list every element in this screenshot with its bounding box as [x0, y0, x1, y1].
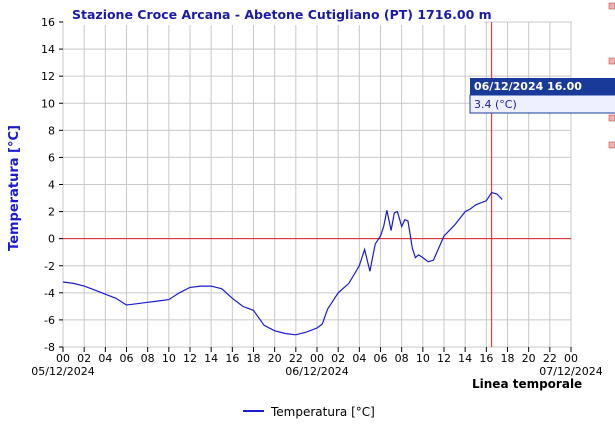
- x-axis-label: Linea temporale: [472, 377, 582, 391]
- x-tick-label: 12: [437, 352, 451, 365]
- x-tick-label: 14: [458, 352, 472, 365]
- tooltip-header: 06/12/2024 16.00: [474, 80, 582, 93]
- x-tick-label: 20: [268, 352, 282, 365]
- x-tick-label: 14: [204, 352, 218, 365]
- x-tick-label: 02: [77, 352, 91, 365]
- y-tick-label: 4: [48, 179, 55, 192]
- y-tick-label: -6: [44, 314, 55, 327]
- x-tick-label: 10: [416, 352, 430, 365]
- date-labels: 05/12/2024 06/12/2024 07/12/2024: [31, 365, 602, 378]
- y-tick-label: 8: [48, 124, 55, 137]
- x-axis-ticks: 00 02 04 06 08 10 12 14 16 18 20 22 00 02 04 06 08 10 12 14…: [56, 347, 578, 365]
- chart-title: Stazione Croce Arcana - Abetone Cutiglia…: [72, 7, 492, 22]
- x-tick-label: 10: [162, 352, 176, 365]
- x-tick-label: 02: [331, 352, 345, 365]
- date-label: 05/12/2024: [31, 365, 94, 378]
- tooltip: 06/12/2024 16.00 3.4 (°C): [469, 78, 615, 114]
- x-tick-label: 08: [395, 352, 409, 365]
- y-tick-label: -4: [44, 287, 55, 300]
- y-tick-label: -8: [44, 341, 55, 354]
- x-tick-label: 16: [479, 352, 493, 365]
- right-edge-markers: [608, 2, 615, 149]
- y-tick-label: -2: [44, 260, 55, 273]
- series-line-temperatura: [62, 191, 503, 336]
- x-tick-label: 22: [543, 352, 557, 365]
- y-tick-label: 14: [41, 43, 55, 56]
- x-tick-label: 04: [352, 352, 366, 365]
- y-tick-label: 12: [41, 70, 55, 83]
- tooltip-value: 3.4 (°C): [474, 98, 517, 111]
- x-tick-label: 08: [141, 352, 155, 365]
- y-tick-label: 0: [48, 233, 55, 246]
- y-axis-ticks: -8 -6 -4 -2 0 2 4 6 8 10 12 14 16: [41, 16, 63, 354]
- y-tick-label: 16: [41, 16, 55, 29]
- title-box: [64, 4, 484, 25]
- y-tick-label: 10: [41, 97, 55, 110]
- x-tick-label: 04: [98, 352, 112, 365]
- x-tick-label: 18: [247, 352, 261, 365]
- x-tick-label: 00: [310, 352, 324, 365]
- x-tick-label: 16: [225, 352, 239, 365]
- legend-label: Temperatura [°C]: [270, 405, 375, 419]
- x-tick-label: 06: [120, 352, 134, 365]
- x-tick-label: 22: [289, 352, 303, 365]
- date-label: 06/12/2024: [285, 365, 348, 378]
- x-tick-label: 18: [501, 352, 515, 365]
- x-tick-label: 00: [56, 352, 70, 365]
- x-tick-label: 12: [183, 352, 197, 365]
- x-tick-label: 20: [522, 352, 536, 365]
- date-label: 07/12/2024: [539, 365, 602, 378]
- y-tick-label: 6: [48, 151, 55, 164]
- y-axis-label: Temperatura [°C]: [7, 125, 22, 251]
- y-tick-label: 2: [48, 206, 55, 219]
- x-tick-label: 00: [564, 352, 578, 365]
- x-tick-label: 06: [374, 352, 388, 365]
